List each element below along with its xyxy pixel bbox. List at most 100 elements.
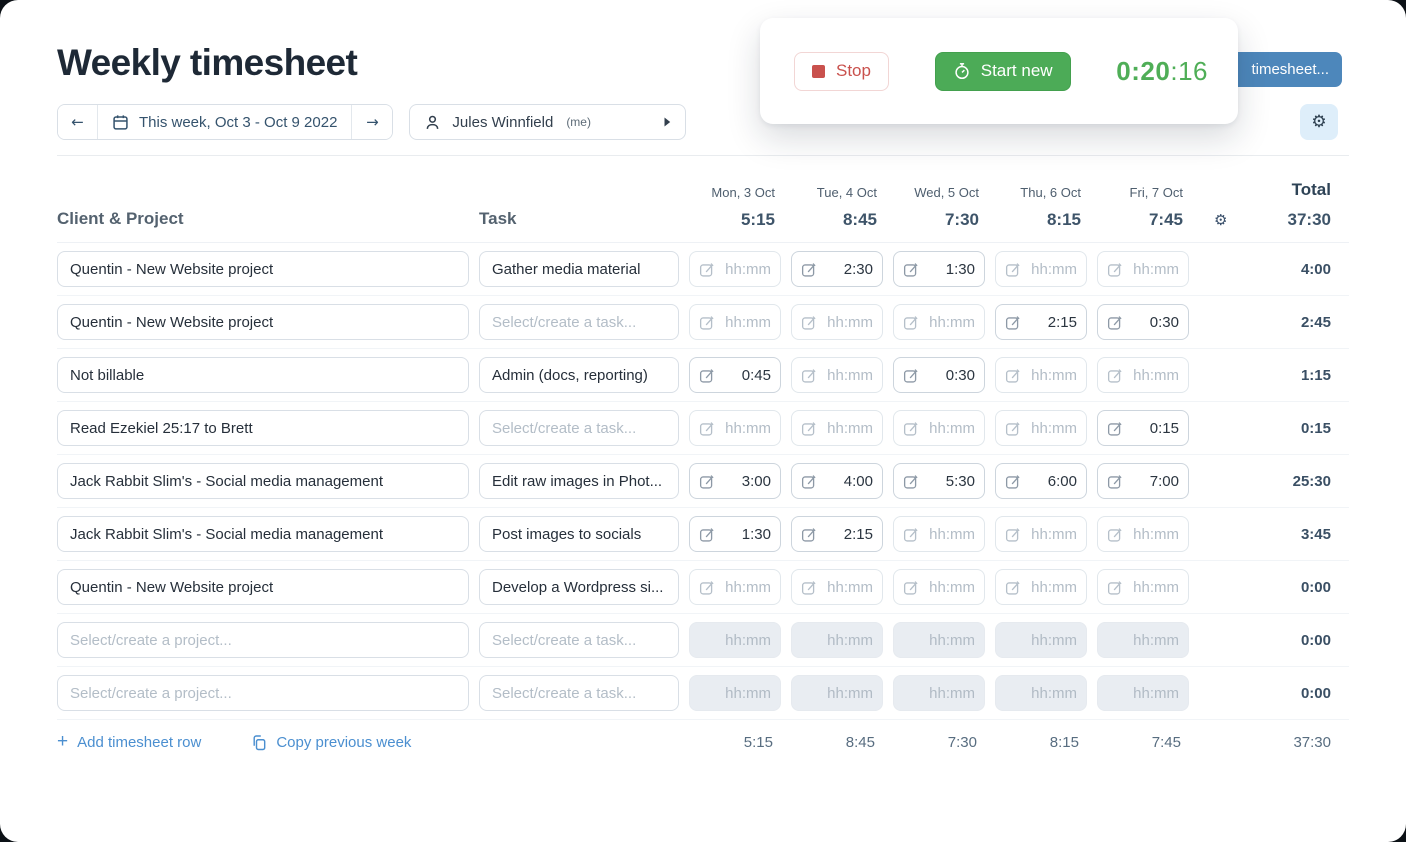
time-cell-value: hh:mm — [827, 366, 873, 384]
time-cell-value: hh:mm — [827, 631, 873, 649]
time-cell-value: 0:30 — [1149, 313, 1179, 331]
time-cell[interactable]: 0:45 — [689, 357, 781, 393]
time-cell[interactable]: 2:15 — [791, 516, 883, 552]
task-input[interactable] — [479, 569, 679, 605]
row-total: 1:15 — [1300, 366, 1331, 384]
task-input[interactable] — [479, 463, 679, 499]
next-week-button[interactable]: → — [352, 105, 393, 139]
time-cell[interactable]: hh:mm — [1097, 569, 1189, 605]
edit-icon — [902, 526, 919, 543]
column-header-day: Wed, 5 Oct 7:30 — [893, 185, 985, 242]
task-input[interactable] — [479, 410, 679, 446]
copy-previous-week-button[interactable]: Copy previous week — [251, 734, 411, 751]
project-input[interactable] — [57, 410, 469, 446]
timesheet-row: hh:mm hh:mm hh:mm hh:mm hh:mm 0:00 — [57, 614, 1349, 667]
task-input[interactable] — [479, 251, 679, 287]
time-cell: hh:mm — [791, 675, 883, 711]
task-input[interactable] — [479, 304, 679, 340]
task-input[interactable] — [479, 675, 679, 711]
time-cell[interactable]: 3:00 — [689, 463, 781, 499]
project-input[interactable] — [57, 569, 469, 605]
time-cell[interactable]: hh:mm — [893, 516, 985, 552]
project-input[interactable] — [57, 516, 469, 552]
time-cell-value: hh:mm — [827, 684, 873, 702]
time-cell[interactable]: hh:mm — [995, 357, 1087, 393]
timesheet-row: hh:mm hh:mm hh:mm hh:mm hh:mm 0:00 — [57, 667, 1349, 720]
time-cell[interactable]: 0:15 — [1097, 410, 1189, 446]
edit-icon — [1106, 314, 1123, 331]
time-cell[interactable]: 1:30 — [689, 516, 781, 552]
time-cell-value: 1:30 — [741, 525, 771, 543]
day-total-header: 8:45 — [842, 210, 877, 229]
week-total-header: 37:30 — [1287, 210, 1331, 229]
time-cell[interactable]: 1:30 — [893, 251, 985, 287]
time-cell[interactable]: hh:mm — [689, 304, 781, 340]
time-cell[interactable]: 0:30 — [1097, 304, 1189, 340]
time-cell[interactable]: 4:00 — [791, 463, 883, 499]
row-total: 0:00 — [1300, 631, 1331, 649]
time-cell-value: hh:mm — [1133, 631, 1179, 649]
time-cell[interactable]: hh:mm — [1097, 516, 1189, 552]
time-cell[interactable]: hh:mm — [689, 410, 781, 446]
column-header-task: Task — [479, 209, 517, 228]
stop-button[interactable]: Stop — [794, 51, 889, 91]
time-cell-value: hh:mm — [1133, 684, 1179, 702]
settings-button[interactable]: ⚙ — [1300, 104, 1338, 140]
time-cell[interactable]: hh:mm — [1097, 357, 1189, 393]
task-input[interactable] — [479, 516, 679, 552]
time-cell: hh:mm — [1097, 622, 1189, 658]
user-selector[interactable]: Jules Winnfield (me) — [409, 104, 687, 140]
footer-links: + Add timesheet row Copy previous week — [57, 732, 679, 751]
prev-week-button[interactable]: ← — [58, 105, 98, 139]
table-settings-gear-icon[interactable]: ⚙ — [1214, 210, 1228, 229]
time-cell[interactable]: 6:00 — [995, 463, 1087, 499]
edit-icon — [698, 420, 715, 437]
project-input[interactable] — [57, 622, 469, 658]
time-cell[interactable]: hh:mm — [893, 569, 985, 605]
time-cell[interactable]: hh:mm — [893, 304, 985, 340]
time-cell-value: hh:mm — [725, 313, 771, 331]
time-cell-value: hh:mm — [929, 313, 975, 331]
time-cell[interactable]: 2:15 — [995, 304, 1087, 340]
edit-icon — [800, 579, 817, 596]
time-cell[interactable]: hh:mm — [995, 251, 1087, 287]
time-cell[interactable]: hh:mm — [791, 304, 883, 340]
stopwatch-icon — [953, 62, 971, 80]
task-input[interactable] — [479, 357, 679, 393]
time-cell[interactable]: 7:00 — [1097, 463, 1189, 499]
time-cell[interactable]: hh:mm — [995, 569, 1087, 605]
edit-icon — [902, 367, 919, 384]
week-selector[interactable]: This week, Oct 3 - Oct 9 2022 — [98, 105, 353, 139]
timesheet-row: hh:mm 2:30 1:30 hh:mm hh:mm 4:00 — [57, 243, 1349, 296]
time-cell-value: 2:15 — [1047, 313, 1077, 331]
time-cell[interactable]: hh:mm — [791, 569, 883, 605]
time-cell[interactable]: hh:mm — [1097, 251, 1189, 287]
time-cell[interactable]: 0:30 — [893, 357, 985, 393]
project-input[interactable] — [57, 463, 469, 499]
time-cell[interactable]: hh:mm — [689, 569, 781, 605]
project-input[interactable] — [57, 304, 469, 340]
time-cell[interactable]: hh:mm — [995, 410, 1087, 446]
column-header-project: Client & Project — [57, 209, 184, 228]
time-cell[interactable]: 5:30 — [893, 463, 985, 499]
add-timesheet-row-button[interactable]: + Add timesheet row — [57, 732, 201, 751]
time-cell-value: hh:mm — [929, 631, 975, 649]
time-cell[interactable]: hh:mm — [689, 251, 781, 287]
time-cell[interactable]: hh:mm — [995, 516, 1087, 552]
time-cell-value: hh:mm — [1133, 578, 1179, 596]
table-footer: + Add timesheet row Copy previous week 5… — [57, 720, 1349, 751]
time-cell[interactable]: hh:mm — [893, 410, 985, 446]
time-cell[interactable]: hh:mm — [791, 357, 883, 393]
column-header-day: Fri, 7 Oct 7:45 — [1097, 185, 1189, 242]
project-input[interactable] — [57, 675, 469, 711]
time-cell[interactable]: 2:30 — [791, 251, 883, 287]
time-cell-value: hh:mm — [1031, 419, 1077, 437]
project-input[interactable] — [57, 357, 469, 393]
time-cell[interactable]: hh:mm — [791, 410, 883, 446]
project-input[interactable] — [57, 251, 469, 287]
task-input[interactable] — [479, 622, 679, 658]
arrow-right-icon: → — [366, 113, 379, 131]
start-new-button[interactable]: Start new — [934, 51, 1071, 91]
time-cell-value: 7:00 — [1149, 472, 1179, 490]
